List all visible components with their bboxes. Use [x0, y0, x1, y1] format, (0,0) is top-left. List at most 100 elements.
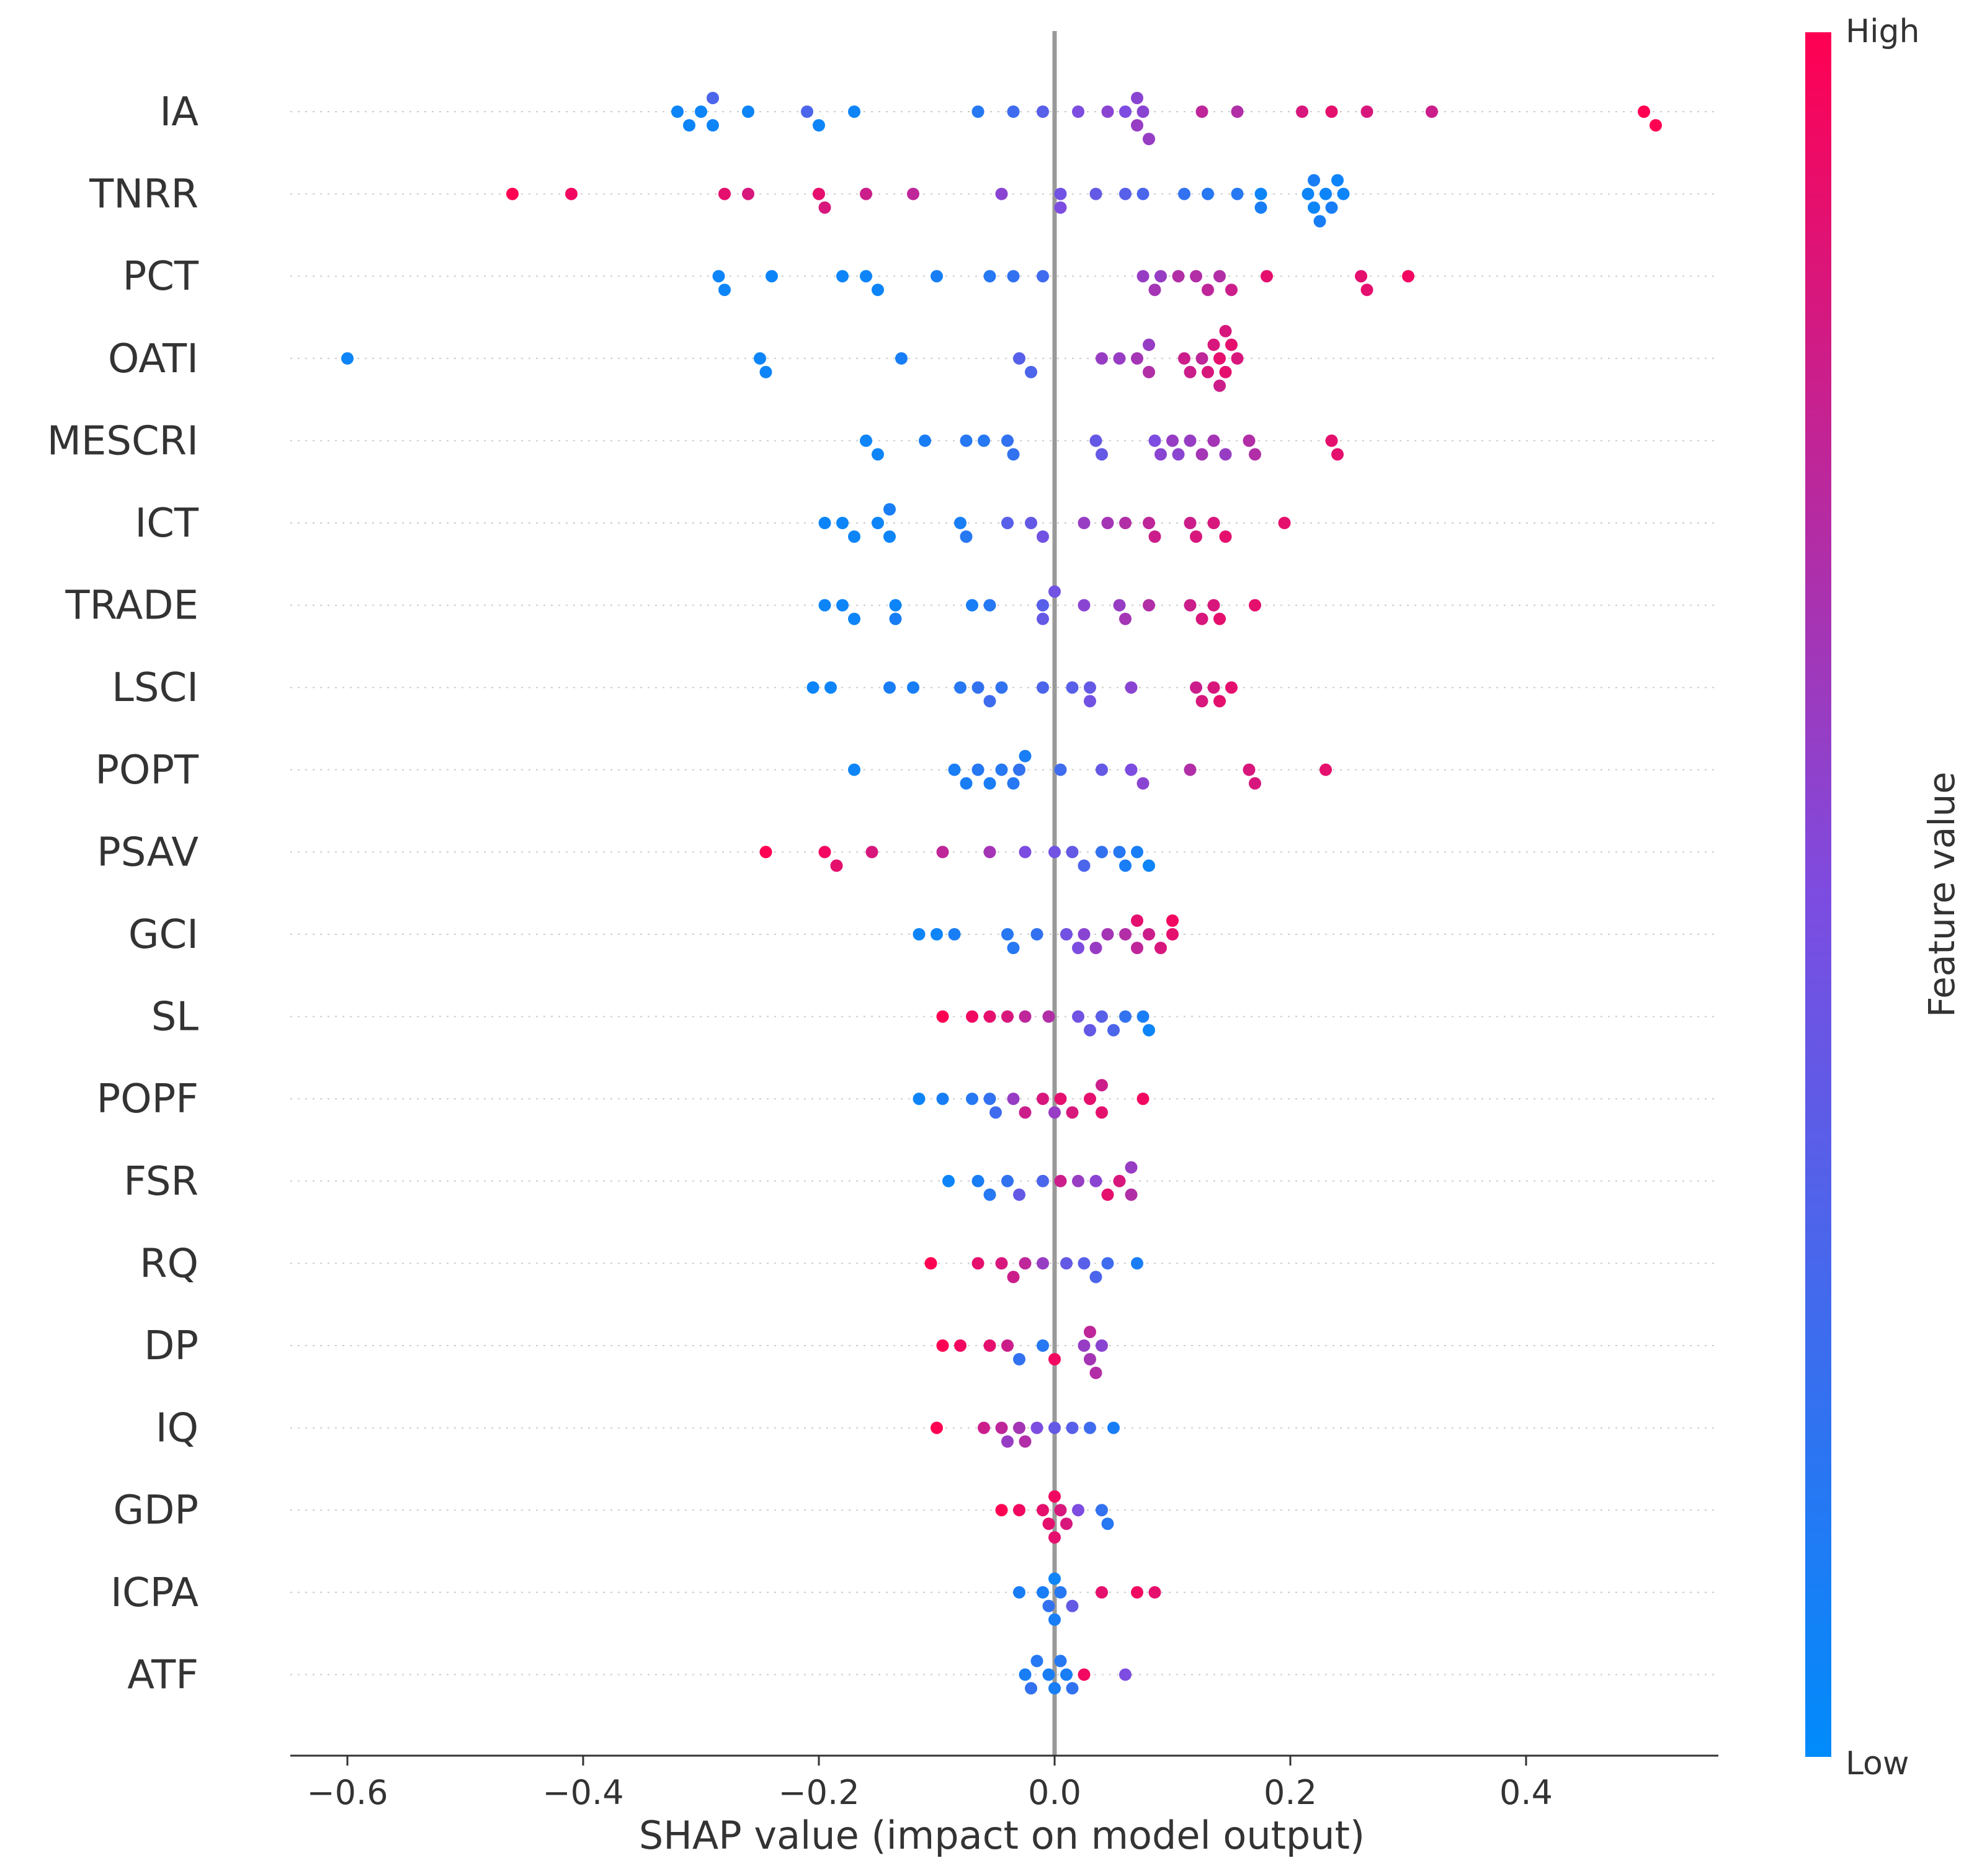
shap-point: [1136, 1010, 1150, 1023]
shap-point: [1325, 434, 1338, 447]
shap-point: [983, 777, 996, 790]
shap-point: [872, 284, 884, 297]
shap-point: [1136, 105, 1150, 118]
shap-point: [1066, 681, 1079, 694]
colorbar-title: Feature value: [1921, 772, 1963, 1017]
shap-point: [1172, 448, 1185, 461]
shap-point: [983, 846, 996, 859]
shap-point: [1325, 105, 1338, 118]
shap-point: [1143, 338, 1155, 351]
shap-point: [1042, 1668, 1055, 1681]
shap-point: [1190, 270, 1202, 283]
shap-point: [872, 448, 884, 461]
shap-point: [1113, 352, 1126, 365]
shap-point: [1096, 1339, 1108, 1352]
shap-point: [1125, 763, 1138, 776]
shap-point: [1089, 1174, 1102, 1187]
shap-point: [1096, 1106, 1108, 1119]
shap-point: [983, 1092, 996, 1106]
shap-point: [1001, 1174, 1014, 1187]
shap-point: [848, 763, 860, 776]
feature-label: ATF: [127, 1652, 199, 1698]
shap-point: [848, 612, 860, 625]
shap-point: [1195, 695, 1208, 708]
shap-point: [1207, 681, 1220, 694]
shap-point: [872, 517, 884, 529]
shap-point: [860, 270, 872, 283]
shap-point: [1037, 681, 1049, 694]
shap-point: [1037, 1092, 1049, 1106]
shap-point: [1025, 365, 1037, 378]
shap-point: [1089, 1271, 1102, 1284]
shap-point: [1013, 1353, 1025, 1365]
shap-point: [1048, 1490, 1061, 1503]
feature-label: FSR: [123, 1159, 199, 1205]
shap-point: [1030, 1655, 1043, 1668]
shap-point: [1207, 338, 1220, 351]
shap-point: [1213, 695, 1226, 708]
shap-point: [1007, 270, 1020, 283]
colorbar: [1805, 32, 1831, 1757]
shap-point: [806, 681, 819, 694]
shap-point: [913, 1092, 926, 1106]
shap-point: [1078, 1668, 1091, 1681]
shap-point: [1066, 1682, 1079, 1695]
shap-point: [1019, 846, 1032, 859]
shap-point: [1089, 187, 1102, 200]
shap-point: [1313, 215, 1326, 228]
shap-point: [1054, 187, 1067, 200]
x-tick-label: 0.4: [1499, 1773, 1553, 1812]
shap-point: [1125, 1161, 1138, 1174]
shap-point: [1084, 1024, 1096, 1037]
shap-point: [1131, 352, 1143, 365]
feature-label: DP: [144, 1323, 199, 1369]
shap-point: [1319, 187, 1332, 200]
shap-point: [1084, 1092, 1096, 1106]
shap-point: [1119, 517, 1132, 529]
shap-point: [1202, 284, 1214, 297]
shap-point: [766, 270, 778, 283]
shap-point: [1048, 1572, 1061, 1585]
shap-point: [883, 681, 896, 694]
shap-point: [889, 599, 902, 612]
shap-point: [983, 1010, 996, 1023]
x-tick-label: −0.6: [306, 1773, 388, 1812]
shap-point: [1054, 1655, 1067, 1668]
shap-point: [754, 352, 766, 365]
shap-point: [1166, 434, 1179, 447]
shap-point: [1331, 174, 1344, 187]
shap-point: [966, 1010, 978, 1023]
shap-point: [695, 105, 707, 118]
shap-point: [1219, 324, 1232, 337]
shap-point: [1136, 1092, 1150, 1106]
shap-point: [818, 846, 831, 859]
feature-label: GCI: [128, 912, 199, 958]
shap-point: [936, 1010, 949, 1023]
shap-point: [1184, 763, 1197, 776]
shap-point: [1195, 448, 1208, 461]
shap-point: [1319, 763, 1332, 776]
shap-point: [883, 503, 896, 516]
shap-point: [1184, 517, 1197, 529]
shap-point: [978, 1421, 990, 1434]
shap-point: [1119, 928, 1132, 940]
shap-point: [1172, 270, 1185, 283]
shap-point: [1178, 352, 1190, 365]
shap-point: [1030, 928, 1043, 940]
colorbar-high-label: High: [1846, 13, 1920, 50]
shap-point: [1037, 1257, 1049, 1270]
shap-point: [1125, 1188, 1138, 1201]
shap-point: [1308, 201, 1320, 214]
shap-point: [1007, 448, 1020, 461]
shap-point: [1007, 777, 1020, 790]
shap-point: [836, 270, 849, 283]
shap-point: [565, 187, 578, 200]
feature-label: ICPA: [110, 1570, 199, 1616]
colorbar-low-label: Low: [1846, 1745, 1909, 1782]
shap-point: [1119, 859, 1132, 872]
shap-point: [1084, 1421, 1096, 1434]
shap-point: [718, 284, 731, 297]
shap-point: [1089, 1367, 1102, 1379]
shap-point: [759, 365, 772, 378]
shap-point: [1261, 270, 1273, 283]
